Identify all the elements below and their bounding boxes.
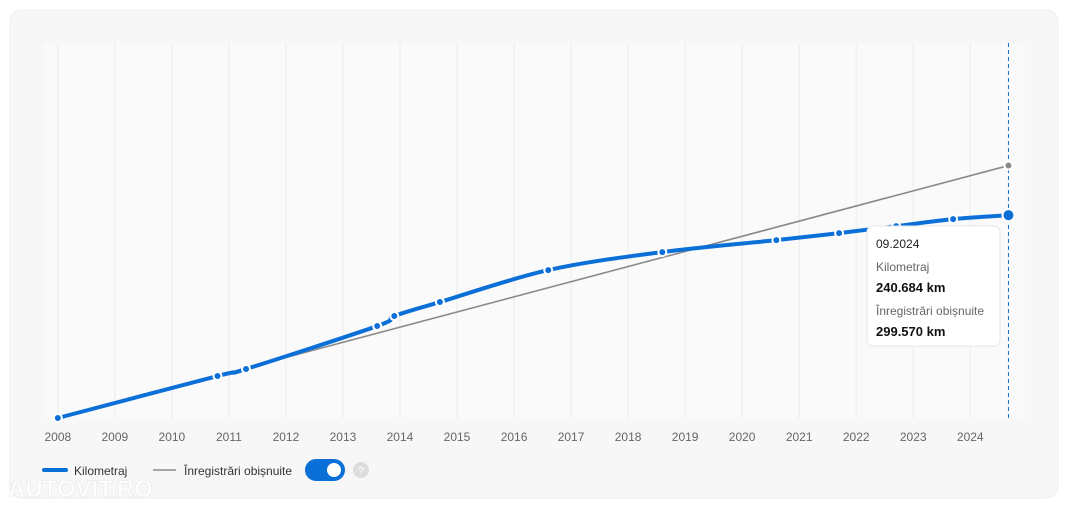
tooltip — [866, 225, 1001, 347]
tooltip-title: 09.2024 — [876, 237, 920, 251]
x-tick-label: 2011 — [216, 430, 242, 444]
data-point — [434, 297, 445, 308]
x-tick-label: 2024 — [957, 430, 984, 444]
x-tick-label: 2017 — [558, 430, 585, 444]
data-point — [1001, 208, 1016, 223]
data-point — [771, 235, 782, 246]
toggle-knob — [327, 463, 341, 477]
data-point — [1003, 160, 1014, 171]
x-tick-label: 2022 — [843, 430, 870, 444]
tooltip-value: 299.570 km — [876, 324, 945, 339]
x-tick-label: 2008 — [44, 430, 71, 444]
x-tick-label: 2013 — [330, 430, 357, 444]
tooltip-label: Kilometraj — [876, 260, 929, 274]
help-mark: ? — [358, 466, 364, 477]
x-tick-label: 2021 — [786, 430, 813, 444]
data-point — [212, 371, 223, 382]
x-tick-label: 2019 — [672, 430, 699, 444]
x-tick-label: 2018 — [615, 430, 642, 444]
data-point — [389, 311, 400, 322]
tooltip-value: 240.684 km — [876, 280, 945, 295]
data-point — [657, 247, 668, 258]
x-tick-label: 2009 — [102, 430, 129, 444]
data-point — [241, 364, 252, 375]
help-icon[interactable] — [353, 462, 369, 478]
x-tick-label: 2015 — [444, 430, 471, 444]
data-point — [52, 413, 63, 423]
x-tick-label: 2023 — [900, 430, 927, 444]
x-tick-label: 2012 — [273, 430, 300, 444]
data-point — [948, 214, 959, 225]
legend-label[interactable]: Kilometraj — [74, 464, 127, 478]
legend-label[interactable]: Înregistrări obișnuite — [183, 463, 292, 478]
x-tick-label: 2014 — [387, 430, 414, 444]
data-point — [834, 228, 845, 239]
data-point — [543, 265, 554, 276]
x-tick-label: 2016 — [501, 430, 528, 444]
x-tick-label: 2020 — [729, 430, 756, 444]
x-tick-label: 2010 — [159, 430, 186, 444]
watermark: AUTOVIT.RO — [8, 476, 153, 503]
tooltip-label: Înregistrări obișnuite — [875, 303, 984, 318]
data-point — [372, 321, 383, 332]
